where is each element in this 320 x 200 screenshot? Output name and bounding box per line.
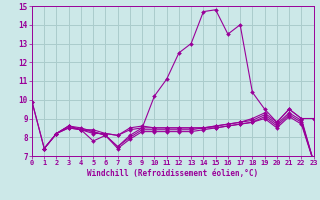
- X-axis label: Windchill (Refroidissement éolien,°C): Windchill (Refroidissement éolien,°C): [87, 169, 258, 178]
